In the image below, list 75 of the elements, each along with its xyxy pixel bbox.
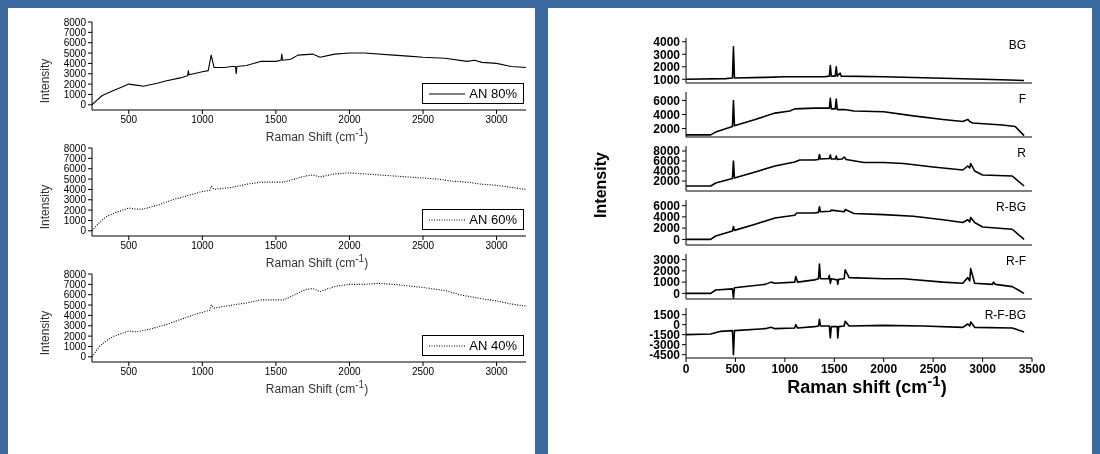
y-tick-label: 1000 [63, 215, 87, 227]
y-tick-label: 2000 [63, 330, 87, 342]
y-tick-label: 1000 [63, 89, 87, 101]
y-tick-label: 6000 [63, 37, 87, 49]
series-label: R-F [1006, 254, 1026, 268]
y-tick-label: 7000 [63, 278, 87, 290]
x-axis-title: Raman Shift (cm$^{-1}$) [264, 252, 370, 270]
legend-label: AN 80% [469, 86, 517, 101]
x-tick-label: 3000 [969, 361, 997, 376]
y-tick-label: 5000 [63, 299, 87, 311]
y-tick-label: 3000 [63, 320, 87, 332]
x-tick-label: 1500 [264, 366, 288, 378]
y-tick-label: 1500 [653, 307, 681, 322]
y-tick-label: 4000 [63, 309, 87, 321]
x-tick-label: 2500 [411, 240, 435, 252]
y-tick-label: 0 [80, 225, 87, 237]
x-tick-label: 500 [120, 114, 138, 126]
legend-label: AN 60% [469, 212, 517, 227]
x-tick-label: 3000 [485, 114, 509, 126]
x-tick-label: 3000 [485, 240, 509, 252]
x-tick-label: 1000 [191, 366, 214, 378]
y-tick-label: 6000 [63, 163, 87, 175]
y-tick-label: 2000 [653, 221, 681, 236]
x-tick-label: 3000 [485, 366, 509, 378]
y-tick-label: 3000 [653, 47, 681, 62]
y-axis-title: Intensity [38, 184, 53, 230]
y-tick-label: 8000 [63, 16, 87, 28]
y-axis-title: Intensity [38, 58, 53, 104]
x-tick-label: 2000 [338, 240, 362, 252]
y-tick-label: 1000 [63, 341, 87, 353]
x-tick-label: 1500 [264, 114, 288, 126]
y-tick-label: 4000 [653, 35, 681, 50]
y-tick-label: 4000 [63, 183, 87, 195]
y-tick-label: 0 [80, 351, 87, 363]
y-tick-label: 2000 [63, 204, 87, 216]
y-tick-label: 2000 [653, 174, 681, 189]
x-tick-label: 500 [120, 366, 138, 378]
x-tick-label: 1500 [264, 240, 288, 252]
y-tick-label: 7000 [63, 152, 87, 164]
y-tick-label: 2000 [63, 78, 87, 90]
series-label: R [1017, 146, 1026, 160]
x-tick-label: 500 [120, 240, 138, 252]
series-label: R-F-BG [984, 308, 1026, 322]
y-tick-label: 3000 [63, 68, 87, 80]
y-tick-label: 5000 [63, 173, 87, 185]
y-tick-label: 2000 [653, 60, 681, 75]
x-tick-label: 1000 [191, 240, 214, 252]
y-tick-label: 6000 [63, 289, 87, 301]
x-tick-label: 3500 [1018, 361, 1046, 376]
y-axis-title: Intensity [38, 310, 53, 356]
x-axis-title: Raman Shift (cm$^{-1}$) [264, 126, 370, 144]
y-tick-label: 6000 [653, 93, 681, 108]
y-tick-label: 3000 [653, 252, 681, 267]
y-tick-label: 8000 [63, 268, 87, 280]
legend-label: AN 40% [469, 338, 517, 353]
text: BG [1008, 38, 1026, 52]
x-tick-label: 500 [725, 361, 746, 376]
x-tick-label: 1000 [191, 114, 214, 126]
y-tick-label: 1000 [653, 72, 681, 87]
y-tick-label: 4000 [63, 57, 87, 69]
series-label: F [1018, 92, 1026, 106]
x-tick-label: 2500 [411, 366, 435, 378]
y-axis-title: Intensity [591, 152, 610, 218]
y-tick-label: 0 [80, 99, 87, 111]
x-tick-label: 2000 [338, 114, 362, 126]
y-tick-label: 7000 [63, 26, 87, 38]
x-tick-label: 2500 [411, 114, 435, 126]
y-tick-label: 5000 [63, 47, 87, 59]
y-tick-label: 4000 [653, 107, 681, 122]
y-tick-label: 8000 [63, 142, 87, 154]
y-tick-label: 6000 [653, 198, 681, 213]
x-axis-title: Raman Shift (cm$^{-1}$) [264, 378, 370, 396]
x-tick-label: 2000 [338, 366, 362, 378]
series-label: R-BG [996, 200, 1026, 214]
y-tick-label: 3000 [63, 194, 87, 206]
